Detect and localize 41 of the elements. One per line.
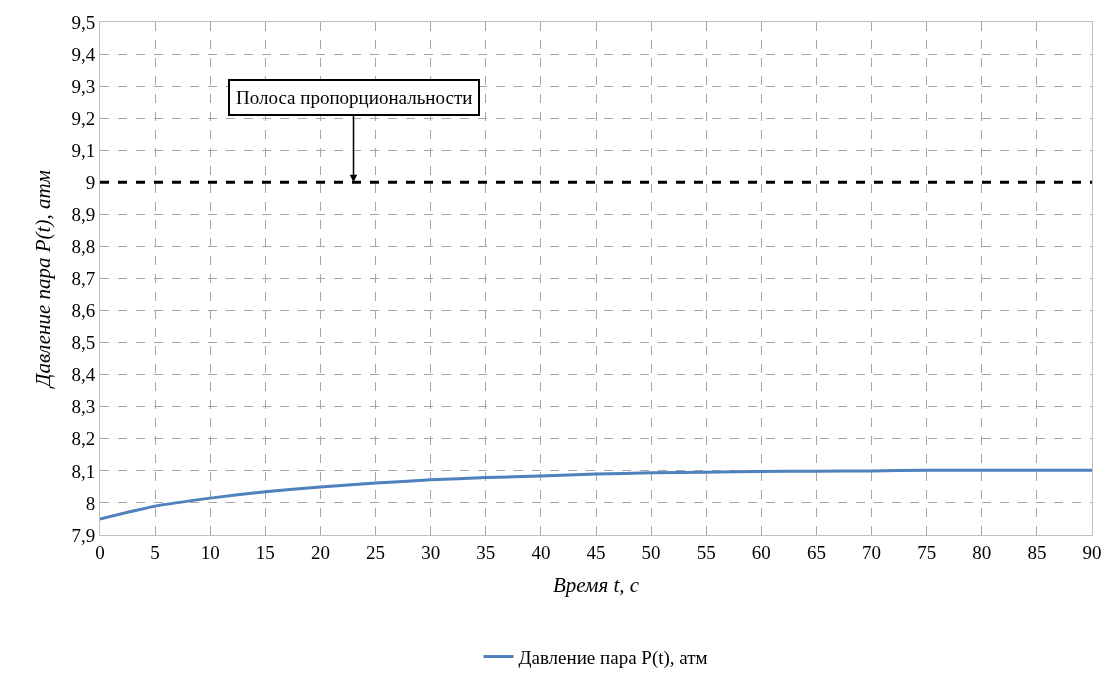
x-tick-label: 10	[200, 541, 220, 563]
legend-label: Давление пара P(t), атм	[518, 646, 708, 669]
annotation: Полоса пропорциональности	[236, 87, 473, 108]
x-tick-label: 15	[255, 541, 275, 563]
y-tick-label: 9,1	[71, 139, 96, 161]
y-tick-label: 8,6	[71, 300, 96, 322]
y-tick-label: 9,5	[71, 11, 96, 33]
y-tick-label: 9,4	[71, 43, 96, 65]
y-tick-label: 8,3	[71, 396, 96, 418]
x-tick-label: 0	[95, 541, 105, 563]
x-tick-label: 55	[696, 541, 716, 563]
x-axis-title: Время t, с	[552, 573, 640, 597]
line-series	[100, 468, 1092, 521]
y-tick-label: 9,2	[71, 107, 96, 129]
y-tick-label: 9	[85, 171, 96, 193]
x-tick-label: 50	[641, 541, 661, 563]
y-tick-label: 8,9	[71, 204, 96, 226]
x-tick-label: 40	[531, 541, 551, 563]
x-tick-label: 5	[150, 541, 160, 563]
y-tick-label: 7,9	[71, 524, 96, 546]
y-tick-label: 8,8	[71, 236, 96, 258]
y-tick-label: 8,4	[71, 364, 96, 386]
x-tick-label: 20	[310, 541, 330, 563]
y-axis-title: Давление пара P(t), атм	[30, 170, 55, 389]
x-tick-label: 30	[421, 541, 441, 563]
x-tick-label: 70	[862, 541, 882, 563]
x-tick-label: 45	[586, 541, 606, 563]
x-tick-label: 90	[1082, 541, 1102, 563]
y-tick-label: 8,2	[71, 428, 96, 450]
y-tick-label: 8,1	[71, 460, 96, 482]
y-tick-label: 8,5	[71, 332, 96, 354]
x-tick-label: 25	[366, 541, 386, 563]
x-tick-label: 35	[476, 541, 496, 563]
x-tick-label: 60	[751, 541, 771, 563]
x-tick-label: 80	[972, 541, 992, 563]
x-tick-label: 65	[806, 541, 826, 563]
x-tick-label: 75	[917, 541, 937, 563]
y-tick-label: 8	[85, 492, 96, 514]
y-tick-label: 8,7	[71, 268, 96, 290]
x-tick-label: 85	[1027, 541, 1047, 563]
y-tick-label: 9,3	[71, 75, 96, 97]
